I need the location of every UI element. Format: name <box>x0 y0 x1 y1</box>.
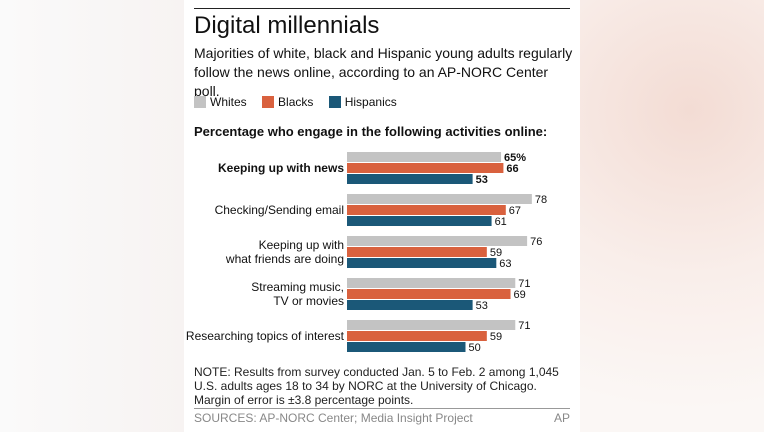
chart-title: Digital millennials <box>194 12 380 39</box>
bar-value-label: 50 <box>469 342 481 354</box>
category-label-line: Keeping up with <box>259 238 344 252</box>
bar-hispanics <box>347 216 492 226</box>
legend-swatch-whites <box>194 96 206 108</box>
chart-heading: Percentage who engage in the following a… <box>194 124 548 139</box>
bar-hispanics <box>347 300 473 310</box>
bar-whites <box>347 278 516 288</box>
legend-item-blacks: Blacks <box>262 95 313 109</box>
bar-whites <box>347 320 516 330</box>
bar-hispanics <box>347 258 497 268</box>
bar-value-label: 76 <box>530 236 542 248</box>
bar-blacks <box>347 205 506 215</box>
category-label-line: TV or movies <box>273 294 344 308</box>
bar-chart: Keeping up with news 65%66 53 Checking/Send… <box>186 152 547 354</box>
bar-whites <box>347 194 532 204</box>
category-label-line: Streaming music, <box>251 280 344 294</box>
sources-line: SOURCES: AP-NORC Center; Media Insight P… <box>194 411 473 425</box>
bar-value-label: 71 <box>518 320 530 332</box>
bar-blacks <box>347 331 487 341</box>
bar-whites <box>347 236 528 246</box>
bar-value-label: 53 <box>476 300 488 312</box>
category-label-line: what friends are doing <box>225 252 344 266</box>
legend: Whites Blacks Hispanics <box>194 95 409 109</box>
background-left <box>0 0 184 432</box>
footer-rule <box>194 408 570 409</box>
ap-credit: AP <box>553 411 570 425</box>
graphic-card: Digital millennials Majorities of white,… <box>184 0 580 432</box>
legend-label-blacks: Blacks <box>278 95 314 109</box>
bar-value-label: 69 <box>514 289 526 301</box>
chart-subtitle: Majorities of white, black and Hispanic … <box>194 45 573 99</box>
bar-value-label: 71 <box>518 278 530 290</box>
bar-value-label: 59 <box>490 247 502 259</box>
bar-hispanics <box>347 174 473 184</box>
bar-value-label: 61 <box>495 216 507 228</box>
bar-blacks <box>347 247 487 257</box>
bar-value-label: 66 <box>506 163 518 175</box>
legend-label-hispanics: Hispanics <box>344 95 397 109</box>
bar-blacks <box>347 163 504 173</box>
category-label-line: Researching topics of interest <box>186 329 345 343</box>
bar-value-label: 59 <box>490 331 502 343</box>
bar-value-label: 63 <box>499 258 511 270</box>
legend-swatch-hispanics <box>328 96 341 108</box>
bar-blacks <box>347 289 511 299</box>
legend-item-whites: Whites <box>194 95 247 109</box>
category-label: Checking/Sending email <box>215 203 344 217</box>
category-label: Streaming music, TV or movies <box>251 280 344 308</box>
category-label-line: Checking/Sending email <box>215 203 344 217</box>
bar-hispanics <box>347 342 466 352</box>
bar-value-label: 67 <box>509 205 521 217</box>
bar-value-label: 78 <box>535 194 547 206</box>
category-label-line: Keeping up with news <box>218 161 344 175</box>
title-rule <box>194 8 570 9</box>
legend-label-whites: Whites <box>210 95 247 109</box>
category-label: Researching topics of interest <box>186 329 345 343</box>
legend-swatch-blacks <box>262 96 275 108</box>
bar-value-label: 53 <box>476 174 488 186</box>
category-label: Keeping up with what friends are doing <box>225 238 344 266</box>
bar-value-label: 65% <box>504 152 526 164</box>
survey-note: NOTE: Results from survey conducted Jan.… <box>194 365 559 407</box>
category-label: Keeping up with news <box>218 161 344 175</box>
bar-whites <box>347 152 502 162</box>
legend-item-hispanics: Hispanics <box>328 95 397 109</box>
